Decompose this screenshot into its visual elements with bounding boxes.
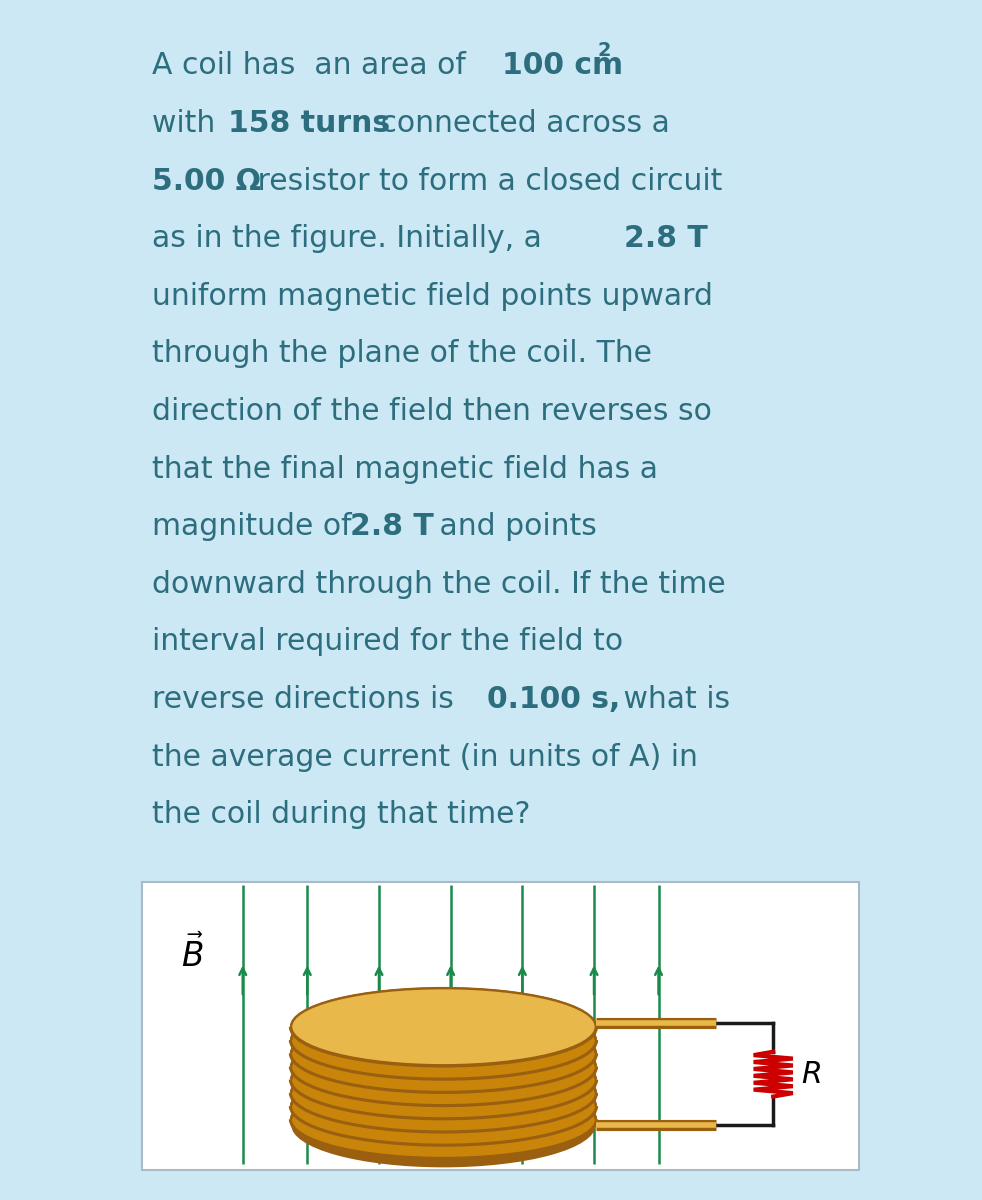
Text: 5.00 Ω: 5.00 Ω [152,167,261,196]
Text: direction of the field then reverses so: direction of the field then reverses so [152,397,712,426]
Text: 0.100 s,: 0.100 s, [487,685,621,714]
Text: magnitude of: magnitude of [152,512,361,541]
Ellipse shape [292,1082,596,1168]
Text: as in the figure. Initially, a: as in the figure. Initially, a [152,224,552,253]
Text: A coil has  an area of: A coil has an area of [152,52,475,80]
Text: resistor to form a closed circuit: resistor to form a closed circuit [247,167,722,196]
Text: downward through the coil. If the time: downward through the coil. If the time [152,570,726,599]
Text: and points: and points [429,512,596,541]
Text: $\vec{B}$: $\vec{B}$ [181,934,204,974]
Text: 158 turns: 158 turns [228,109,391,138]
Text: the coil during that time?: the coil during that time? [152,800,530,829]
Text: interval required for the field to: interval required for the field to [152,628,624,656]
Ellipse shape [292,1081,596,1158]
Ellipse shape [292,1068,596,1145]
Text: 100 cm: 100 cm [502,52,624,80]
Ellipse shape [292,989,596,1066]
Text: what is: what is [615,685,731,714]
Text: 2.8 T: 2.8 T [624,224,708,253]
Ellipse shape [292,989,596,1066]
Ellipse shape [292,1042,596,1118]
Text: 2: 2 [598,41,611,60]
Text: through the plane of the coil. The: through the plane of the coil. The [152,340,652,368]
Text: uniform magnetic field points upward: uniform magnetic field points upward [152,282,713,311]
Text: reverse directions is: reverse directions is [152,685,464,714]
Bar [142,882,859,1170]
Text: with: with [152,109,225,138]
Text: R: R [800,1060,822,1088]
Text: 2.8 T: 2.8 T [350,512,434,541]
Ellipse shape [292,1028,596,1105]
Text: that the final magnetic field has a: that the final magnetic field has a [152,455,658,484]
Text: the average current (in units of A) in: the average current (in units of A) in [152,743,698,772]
Ellipse shape [292,1002,596,1079]
Text: connected across a: connected across a [371,109,671,138]
Ellipse shape [292,1015,596,1092]
Ellipse shape [292,1055,596,1132]
